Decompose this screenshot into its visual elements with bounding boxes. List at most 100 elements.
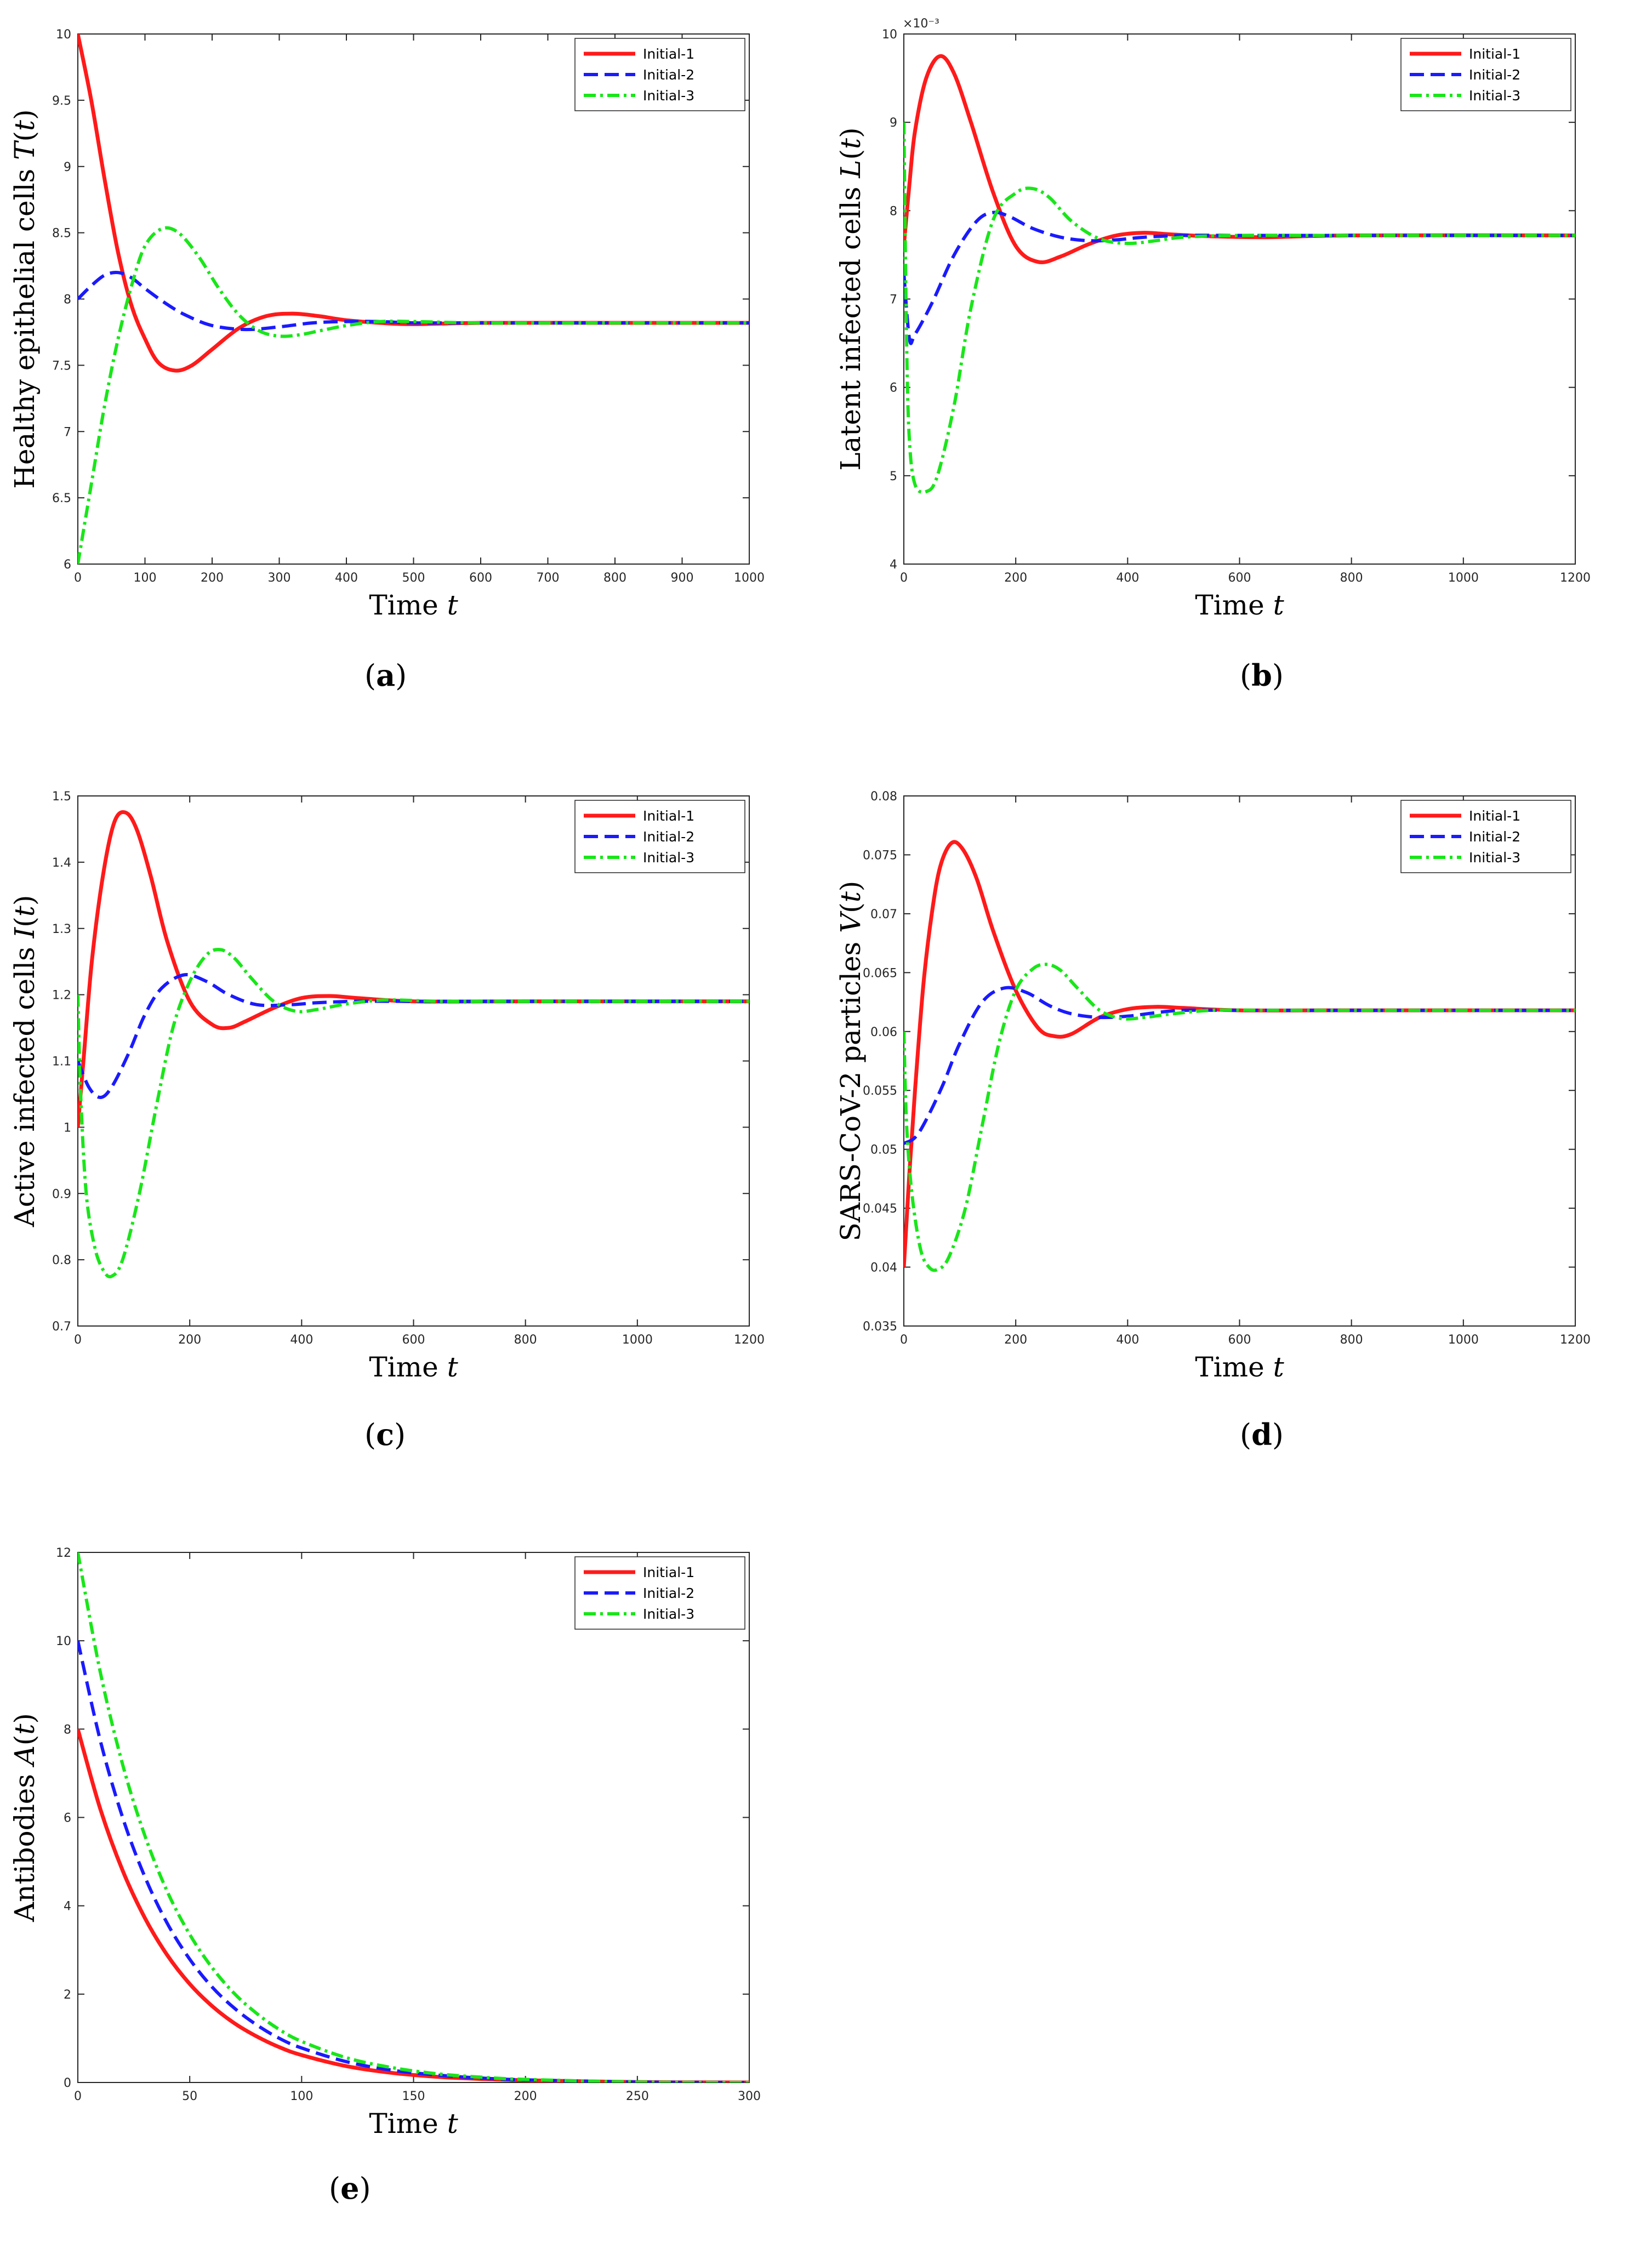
y-tick-label: 1.1: [52, 1055, 71, 1069]
y-tick-label: 1.4: [52, 856, 71, 870]
y-tick-label: 8.5: [52, 227, 71, 241]
legend-box: [1400, 38, 1571, 111]
chart-d: 0 200 400 600 800 1000 1200 0.035 0.04 0.045 0.05 0…: [835, 790, 1591, 1383]
caption-c: (c): [364, 1417, 406, 1452]
series-line-3: [78, 226, 749, 564]
y-axis-label: SARS-CoV-2 particles V(t): [835, 881, 867, 1242]
y-tick-label: 1.3: [52, 923, 71, 936]
x-tick-label: 200: [1004, 571, 1027, 585]
y-tick-label: 8: [890, 204, 897, 218]
x-tick-label: 200: [1004, 1333, 1027, 1347]
legend-label-2: Initial-2: [643, 829, 694, 845]
x-axis-label: Time t: [1195, 1351, 1284, 1383]
legend-label-2: Initial-2: [643, 1585, 694, 1601]
x-tick-label: 0: [900, 571, 908, 585]
legend-label-1: Initial-1: [643, 1564, 694, 1580]
y-tick-label: 6: [64, 558, 71, 572]
y-tick-label: 5: [890, 470, 897, 483]
y-tick-label: 4: [64, 1900, 71, 1914]
y-tick-label: 6: [64, 1812, 71, 1825]
legend-label-3: Initial-3: [1469, 88, 1520, 104]
x-tick-label: 400: [335, 571, 358, 585]
y-tick-label: 1.5: [52, 790, 71, 804]
x-tick-label: 500: [402, 571, 425, 585]
legend-box: [574, 800, 745, 873]
x-tick-label: 600: [469, 571, 492, 585]
legend-label-3: Initial-3: [1469, 850, 1520, 866]
legend-box: [1400, 800, 1571, 873]
legend: Initial-1 Initial-2 Initial-3: [574, 1556, 745, 1630]
x-tick-label: 1000: [1448, 1333, 1479, 1347]
series-line-2: [78, 973, 749, 1099]
x-tick-label: 600: [402, 1333, 425, 1347]
x-tick-label: 400: [1116, 571, 1139, 585]
y-tick-label: 10: [56, 1635, 71, 1648]
y-exponent-label: ×10⁻³: [903, 17, 939, 31]
y-tick-label: 0: [64, 2076, 71, 2090]
x-tick-label: 200: [201, 571, 224, 585]
x-tick-label: 900: [671, 571, 694, 585]
x-axis-label: Time t: [369, 589, 458, 621]
y-tick-label: 1: [64, 1121, 71, 1135]
x-tick-label: 1200: [734, 1333, 765, 1347]
x-tick-label: 200: [514, 2090, 537, 2103]
y-tick-label: 0.8: [52, 1254, 71, 1267]
caption-b: (b): [1240, 658, 1284, 693]
x-axis-label: Time t: [369, 2108, 458, 2139]
x-tick-label: 0: [74, 571, 82, 585]
x-tick-label: 100: [290, 2090, 313, 2103]
y-tick-label: 1.2: [52, 989, 71, 1003]
x-tick-label: 100: [134, 571, 157, 585]
chart-b: 0 200 400 600 800 1000 1200 4 5 6 7 8 9 10 ×10⁻³ Time t…: [835, 17, 1591, 621]
chart-a: 0 100 200 300 400 500 600 700 800 900 1000 6 6.5 7 7.5…: [9, 28, 765, 621]
series-line-2: [78, 270, 749, 332]
y-tick-label: 12: [56, 1546, 71, 1560]
y-tick-label: 7.5: [52, 359, 71, 373]
y-tick-label: 0.045: [863, 1202, 897, 1216]
legend-box: [574, 1556, 745, 1630]
x-tick-label: 600: [1228, 1333, 1251, 1347]
x-tick-label: 200: [178, 1333, 201, 1347]
x-tick-label: 600: [1228, 571, 1251, 585]
y-tick-label: 0.035: [863, 1320, 897, 1334]
series-line-1: [904, 54, 1575, 265]
chart-e: 0 50 100 150 200 250 300 0 2 4 6 8 10 12 Time t Antibod…: [9, 1546, 761, 2139]
y-tick-label: 0.9: [52, 1187, 71, 1201]
legend-label-1: Initial-1: [1469, 808, 1520, 824]
x-axis-label: Time t: [1195, 589, 1284, 621]
y-tick-label: 9: [64, 161, 71, 174]
x-tick-label: 1000: [1448, 571, 1479, 585]
legend-label-3: Initial-3: [643, 850, 694, 866]
x-tick-label: 300: [268, 571, 291, 585]
y-tick-label: 8: [64, 1723, 71, 1737]
plot-area: [903, 795, 1576, 1327]
x-tick-label: 800: [514, 1333, 537, 1347]
legend-label-2: Initial-2: [1469, 829, 1520, 845]
x-tick-label: 1000: [734, 571, 765, 585]
x-tick-label: 0: [74, 2090, 82, 2103]
y-tick-label: 0.05: [870, 1143, 897, 1157]
legend: Initial-1 Initial-2 Initial-3: [574, 38, 745, 111]
series-line-3: [78, 948, 749, 1279]
x-tick-label: 0: [900, 1333, 908, 1347]
x-tick-label: 0: [74, 1333, 82, 1347]
legend-label-3: Initial-3: [643, 1606, 694, 1622]
legend: Initial-1 Initial-2 Initial-3: [1400, 800, 1571, 873]
series-line-3: [904, 122, 1575, 494]
caption-d: (d): [1240, 1417, 1284, 1452]
legend: Initial-1 Initial-2 Initial-3: [574, 800, 745, 873]
caption-a: (a): [364, 658, 407, 693]
x-tick-label: 400: [290, 1333, 313, 1347]
series-line-1: [78, 810, 749, 1128]
x-tick-label: 400: [1116, 1333, 1139, 1347]
y-tick-label: 0.08: [870, 790, 897, 804]
y-tick-label: 0.065: [863, 966, 897, 980]
y-tick-label: 9.5: [52, 94, 71, 108]
legend-label-1: Initial-1: [1469, 46, 1520, 62]
x-tick-label: 800: [603, 571, 626, 585]
y-tick-label: 4: [890, 558, 897, 572]
x-tick-label: 300: [738, 2090, 761, 2103]
plot-area: [77, 1552, 750, 2083]
x-tick-label: 800: [1340, 571, 1363, 585]
y-tick-label: 7: [890, 293, 897, 307]
